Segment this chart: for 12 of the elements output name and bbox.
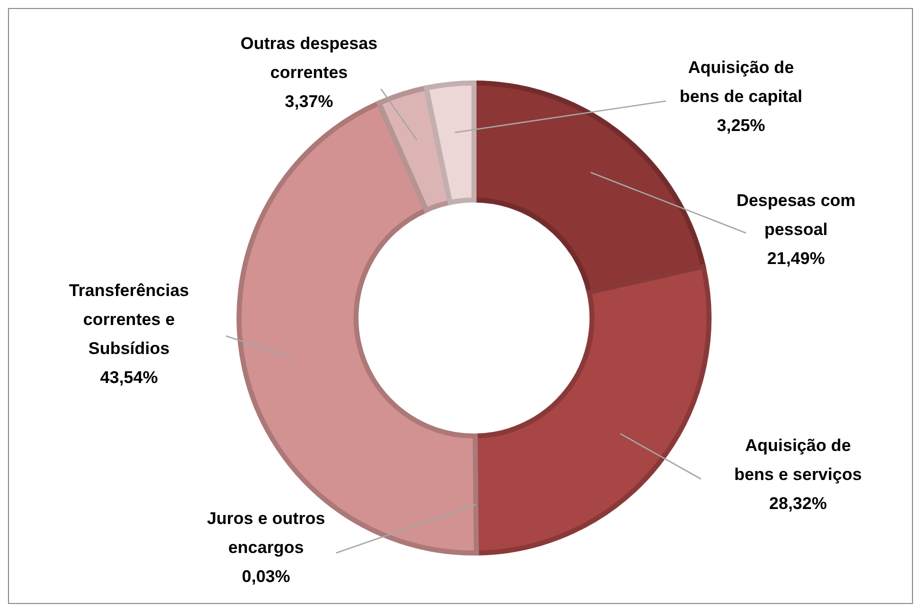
slice-label: Despesas com pessoal <box>736 191 856 239</box>
slice-label: Aquisição de bens de capital <box>680 58 802 106</box>
data-label: 21,49% <box>767 249 825 268</box>
data-label: 43,54% <box>100 368 158 387</box>
data-label: 3,25% <box>716 116 766 135</box>
slice-label: Outras despesas correntes <box>240 34 378 82</box>
data-label: 28,32% <box>769 494 827 513</box>
slice-label: Transferências correntes e Subsídios <box>68 281 190 358</box>
slice-label: Aquisição de bens e serviços <box>734 436 862 484</box>
slice-label: Juros e outros encargos <box>206 509 326 557</box>
data-label: 0,03% <box>242 567 290 586</box>
data-label: 3,37% <box>284 92 334 111</box>
